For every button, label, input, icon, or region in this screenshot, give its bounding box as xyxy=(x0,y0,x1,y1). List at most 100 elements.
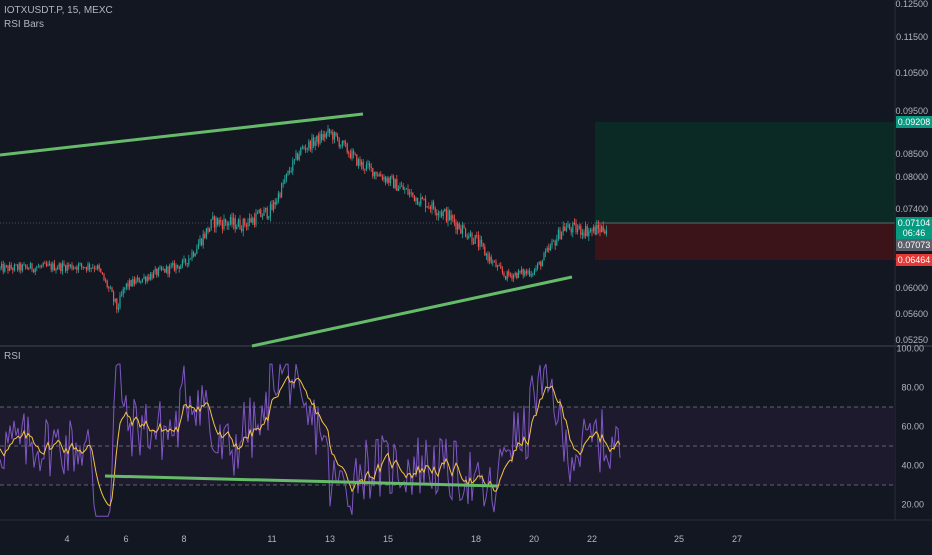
candle-body xyxy=(581,232,583,235)
target-badge xyxy=(896,116,932,128)
candle-body xyxy=(433,202,435,209)
candle-body xyxy=(180,265,182,269)
candle-body xyxy=(149,274,151,280)
candle-body xyxy=(453,218,455,223)
indicator-title[interactable]: RSI Bars xyxy=(4,19,45,30)
candle-body xyxy=(402,185,404,190)
candle-body xyxy=(305,148,307,150)
rsi-axis[interactable]: 100.00 80.00 60.00 40.00 20.00 xyxy=(896,344,924,510)
candle-body xyxy=(389,176,391,183)
time-tick-label: 15 xyxy=(383,534,393,544)
candle-body xyxy=(573,223,575,224)
candle-body xyxy=(348,152,350,154)
candle-body xyxy=(237,219,239,227)
candle-body xyxy=(385,177,387,183)
candle-body xyxy=(588,231,590,236)
time-tick-label: 22 xyxy=(587,534,597,544)
candle-body xyxy=(599,228,601,232)
candle-body xyxy=(575,223,577,232)
candle-body xyxy=(458,223,460,229)
candle-body xyxy=(450,215,452,221)
time-axis[interactable]: 4 6 8 11 13 15 18 20 22 25 27 xyxy=(64,534,742,544)
candle-body xyxy=(585,226,587,236)
candle-body xyxy=(87,264,89,270)
rsi-trendline[interactable] xyxy=(104,474,499,488)
candle-body xyxy=(23,264,25,266)
candle-body xyxy=(175,264,177,271)
rsi-line xyxy=(0,363,621,517)
candle-body xyxy=(324,134,326,138)
candle-body xyxy=(50,264,52,270)
candle-body xyxy=(298,154,300,160)
candle-body xyxy=(172,263,174,266)
candle-body xyxy=(545,251,547,254)
candle-body xyxy=(404,189,406,191)
candle-body xyxy=(330,132,332,133)
candle-body xyxy=(321,134,323,140)
loss-zone[interactable] xyxy=(595,223,895,260)
candle-body xyxy=(209,228,211,232)
candle-body xyxy=(492,261,494,263)
candle-body xyxy=(2,264,4,272)
candle-body xyxy=(42,262,44,266)
candle-body xyxy=(313,137,315,146)
candle-body xyxy=(39,266,41,267)
candle-body xyxy=(143,277,145,279)
candle-body xyxy=(308,141,310,148)
candle-body xyxy=(276,200,278,205)
candle-body xyxy=(71,264,73,269)
candle-body xyxy=(199,238,201,244)
candle-body xyxy=(377,175,379,177)
candle-body xyxy=(113,291,115,302)
candle-body xyxy=(333,132,335,140)
candle-body xyxy=(457,223,459,230)
candle-body xyxy=(444,209,446,211)
time-tick-label: 13 xyxy=(325,534,335,544)
candle-body xyxy=(442,210,444,216)
candle-body xyxy=(1,264,3,268)
candle-body xyxy=(167,266,169,274)
rsi-panel-label[interactable]: RSI xyxy=(4,351,21,362)
candle-body xyxy=(441,212,443,217)
candle-body xyxy=(225,219,227,224)
candle-body xyxy=(44,262,46,264)
candle-body xyxy=(65,265,67,271)
candle-body xyxy=(173,263,175,271)
candle-body xyxy=(277,193,279,201)
candle-body xyxy=(519,270,521,273)
candle-body xyxy=(239,219,241,230)
lower-trendline[interactable] xyxy=(251,275,573,348)
stop-badge xyxy=(896,254,932,266)
candle-body xyxy=(490,256,492,263)
candle-body xyxy=(580,225,582,235)
profit-zone[interactable] xyxy=(595,122,895,223)
candle-body xyxy=(10,264,12,269)
candle-body xyxy=(498,265,500,267)
candle-body xyxy=(133,279,135,284)
candle-body xyxy=(329,129,331,133)
candle-body xyxy=(605,230,607,234)
candle-body xyxy=(452,215,454,219)
candle-body xyxy=(604,231,606,234)
candle-body xyxy=(89,264,91,269)
candle-body xyxy=(181,260,183,266)
candle-body xyxy=(57,268,59,270)
candle-body xyxy=(516,273,518,278)
rsi-tick-label: 40.00 xyxy=(901,461,924,471)
candle-body xyxy=(311,137,313,150)
upper-trendline[interactable] xyxy=(0,112,364,157)
candle-body xyxy=(593,226,595,232)
candle-body xyxy=(532,274,534,275)
candle-body xyxy=(58,263,60,269)
candle-body xyxy=(418,204,420,206)
candle-body xyxy=(369,163,371,167)
last-price-badge xyxy=(896,217,932,239)
symbol-title[interactable]: IOTXUSDT.P, 15, MEXC xyxy=(4,5,113,16)
candle-body xyxy=(164,268,166,273)
candle-body xyxy=(429,207,431,209)
candle-body xyxy=(263,209,265,216)
candle-body xyxy=(31,263,33,270)
candle-body xyxy=(508,271,510,276)
candle-body xyxy=(345,143,347,144)
